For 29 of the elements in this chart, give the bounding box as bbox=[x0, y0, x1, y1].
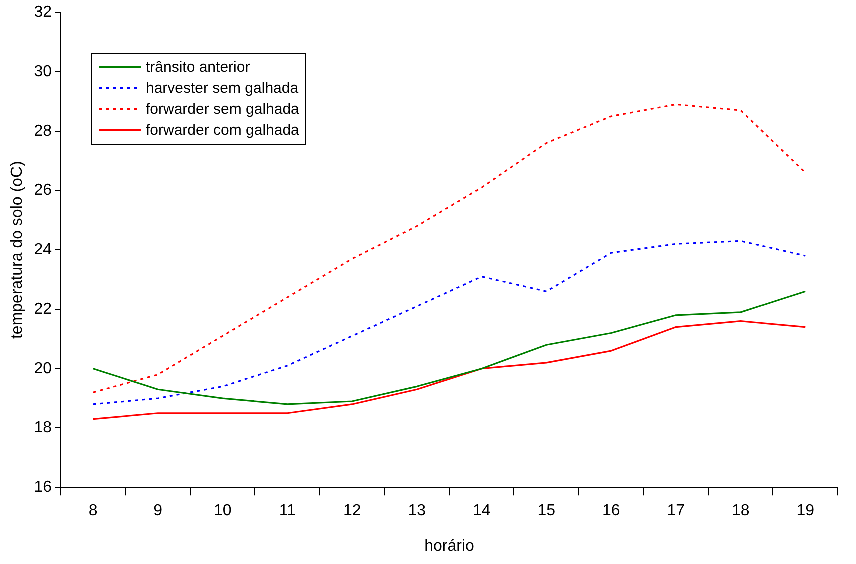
x-tick-label: 12 bbox=[343, 502, 362, 520]
y-tick-label: 24 bbox=[34, 242, 52, 259]
y-tick-label: 28 bbox=[34, 122, 52, 140]
y-tick-label: 26 bbox=[34, 182, 52, 200]
legend-label: trânsito anterior bbox=[146, 58, 250, 78]
y-tick-label: 20 bbox=[34, 360, 52, 378]
x-tick-label: 17 bbox=[667, 502, 686, 520]
y-tick-label: 30 bbox=[34, 63, 52, 80]
x-tick-label: 11 bbox=[279, 502, 296, 520]
x-tick-label: 15 bbox=[538, 502, 556, 520]
y-tick-label: 16 bbox=[34, 479, 52, 496]
y-tick-label: 18 bbox=[34, 420, 52, 437]
x-tick-label: 18 bbox=[732, 502, 750, 520]
x-tick-label: 19 bbox=[796, 502, 815, 520]
x-tick-label: 13 bbox=[408, 502, 426, 520]
x-tick-label: 14 bbox=[472, 502, 491, 520]
y-tick-label: 32 bbox=[34, 4, 52, 22]
x-axis-title: horário bbox=[424, 538, 474, 555]
line-series bbox=[92, 104, 806, 394]
x-tick-label: 8 bbox=[88, 502, 98, 520]
legend-label: forwarder com galhada bbox=[146, 120, 300, 141]
x-tick-label: 9 bbox=[154, 502, 163, 520]
line-series bbox=[92, 240, 806, 406]
y-tick-label: 22 bbox=[34, 300, 52, 318]
y-axis-title: temperatura do solo (oC) bbox=[9, 161, 26, 340]
x-tick-label: 10 bbox=[214, 502, 232, 520]
x-tick-label: 16 bbox=[602, 502, 620, 520]
legend-label: forwarder sem galhada bbox=[146, 100, 300, 120]
legend-label: harvester sem galhada bbox=[146, 78, 299, 99]
